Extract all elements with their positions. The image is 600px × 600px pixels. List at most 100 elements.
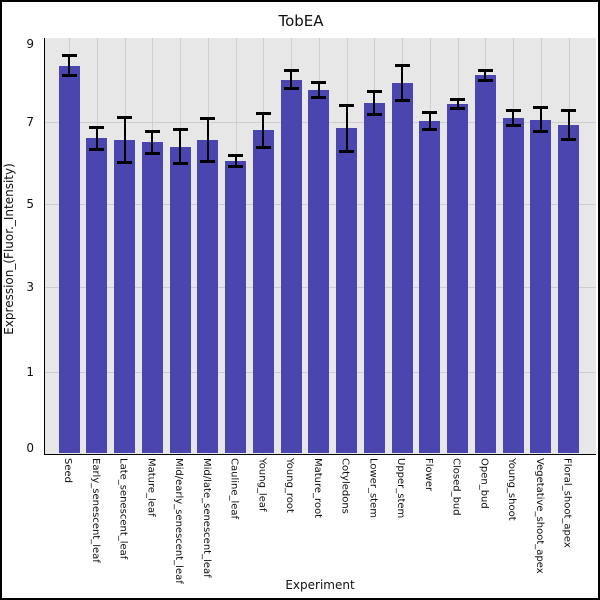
x-axis-label: Experiment bbox=[285, 578, 355, 592]
bar-Young_shoot bbox=[502, 117, 524, 453]
error-bar-cap bbox=[561, 109, 576, 113]
error-bar-line bbox=[262, 113, 265, 148]
x-tick-Closed_bud: Closed_bud bbox=[450, 458, 462, 516]
error-bar-cap bbox=[117, 160, 132, 164]
error-bar-cap bbox=[505, 124, 521, 128]
error-bar-cap bbox=[394, 64, 410, 68]
x-tick-Open_bud: Open_bud bbox=[478, 458, 490, 509]
x-tick-Floral_shoot_apex: Floral_shoot_apex bbox=[561, 458, 573, 548]
error-bar-line bbox=[512, 110, 514, 126]
bar-Vegetative_shoot_apex bbox=[530, 119, 552, 453]
bar-Lower_stem bbox=[363, 102, 385, 453]
bar-Floral_shoot_apex bbox=[558, 124, 579, 453]
error-bar-cap bbox=[477, 78, 493, 82]
error-bar-cap bbox=[228, 154, 243, 158]
error-bar-cap bbox=[533, 106, 549, 110]
error-bar-cap bbox=[255, 145, 271, 149]
y-tick-0: 0 bbox=[26, 441, 34, 456]
error-bar-cap bbox=[533, 130, 549, 134]
x-tick-Mid/early_senescent_leaf: Mid/early_senescent_leaf bbox=[173, 458, 184, 584]
error-bar-cap bbox=[505, 108, 521, 112]
chart-title: TobEA bbox=[278, 12, 324, 30]
bar-Mature_leaf bbox=[141, 142, 163, 453]
x-tick-Seed: Seed bbox=[62, 458, 73, 483]
error-bar-line bbox=[539, 107, 542, 132]
bar-Mid/early_senescent_leaf bbox=[169, 146, 191, 453]
plot-area bbox=[44, 38, 596, 455]
error-bar-line bbox=[206, 118, 209, 162]
error-bar-line bbox=[151, 131, 154, 154]
error-bar-cap bbox=[311, 96, 327, 100]
error-bar-cap bbox=[561, 138, 576, 142]
error-bar-cap bbox=[477, 68, 493, 72]
bar-Mature_root bbox=[308, 90, 330, 453]
y-tick-3: 3 bbox=[26, 280, 34, 295]
x-tick-Cauline_leaf: Cauline_leaf bbox=[228, 458, 240, 520]
error-bar-cap bbox=[61, 73, 77, 77]
x-tick-Upper_stem: Upper_stem bbox=[395, 458, 406, 519]
error-bar-cap bbox=[339, 103, 354, 107]
error-bar-cap bbox=[366, 89, 382, 93]
error-bar-line bbox=[345, 105, 348, 152]
error-bar-line bbox=[123, 117, 126, 163]
error-bar-line bbox=[373, 91, 376, 115]
bar-Mid/late_senescent_leaf bbox=[197, 139, 219, 453]
error-bar-cap bbox=[283, 87, 299, 91]
error-bar-cap bbox=[228, 164, 243, 168]
error-bar-line bbox=[290, 70, 292, 89]
x-tick-Vegetative_shoot_apex: Vegetative_shoot_apex bbox=[533, 458, 545, 574]
y-tick-9: 9 bbox=[26, 37, 34, 52]
error-bar-line bbox=[401, 65, 403, 101]
bar-Cotyledons bbox=[336, 128, 357, 453]
error-bar-line bbox=[234, 155, 237, 167]
bar-Cauline_leaf bbox=[225, 161, 246, 453]
bar-Young_leaf bbox=[252, 130, 274, 453]
x-tick-Lower_stem: Lower_stem bbox=[367, 458, 379, 518]
x-tick-Flower: Flower bbox=[422, 458, 434, 492]
error-bar-cap bbox=[89, 147, 105, 151]
error-bar-cap bbox=[450, 97, 465, 101]
x-tick-Young_root: Young_root bbox=[284, 458, 295, 513]
error-bar-cap bbox=[144, 152, 160, 156]
error-bar-line bbox=[68, 55, 70, 76]
y-tick-1: 1 bbox=[26, 365, 34, 380]
bar-Closed_bud bbox=[447, 103, 468, 453]
error-bar-line bbox=[428, 112, 431, 130]
error-bar-cap bbox=[144, 129, 160, 133]
error-bar-cap bbox=[172, 162, 188, 166]
error-bar-line bbox=[179, 129, 181, 164]
error-bar-cap bbox=[89, 126, 105, 130]
bar-Open_bud bbox=[474, 75, 496, 453]
bar-Upper_stem bbox=[391, 83, 413, 453]
error-bar-line bbox=[95, 127, 98, 150]
y-tick-5: 5 bbox=[26, 197, 34, 212]
error-bar-line bbox=[317, 82, 320, 98]
x-tick-Young_shoot: Young_shoot bbox=[506, 458, 517, 521]
error-bar-cap bbox=[422, 128, 438, 132]
error-bar-cap bbox=[422, 110, 438, 114]
error-bar-cap bbox=[311, 80, 327, 84]
error-bar-cap bbox=[394, 98, 410, 102]
error-bar-cap bbox=[200, 116, 216, 120]
error-bar-cap bbox=[283, 69, 299, 73]
x-tick-Late_senescent_leaf: Late_senescent_leaf bbox=[117, 458, 129, 560]
error-bar-cap bbox=[366, 112, 382, 116]
error-bar-cap bbox=[172, 128, 188, 132]
bar-Flower bbox=[419, 120, 441, 453]
error-bar-line bbox=[484, 70, 487, 81]
error-bar-line bbox=[456, 99, 459, 109]
bar-Late_senescent_leaf bbox=[114, 139, 135, 453]
bar-Young_root bbox=[280, 79, 302, 453]
x-tick-Young_leaf: Young_leaf bbox=[256, 458, 268, 512]
error-bar-cap bbox=[450, 107, 465, 111]
error-bar-line bbox=[567, 110, 570, 140]
x-tick-Cotyledons: Cotyledons bbox=[339, 458, 351, 514]
y-axis-label: Expression_(Fluor._Intensity) bbox=[2, 163, 16, 335]
bar-Early_senescent_leaf bbox=[86, 138, 108, 453]
error-bar-cap bbox=[339, 150, 354, 154]
error-bar-cap bbox=[117, 115, 132, 119]
error-bar-cap bbox=[200, 159, 216, 163]
error-bar-cap bbox=[61, 54, 77, 58]
x-tick-Mid/late_senescent_leaf: Mid/late_senescent_leaf bbox=[200, 458, 212, 578]
